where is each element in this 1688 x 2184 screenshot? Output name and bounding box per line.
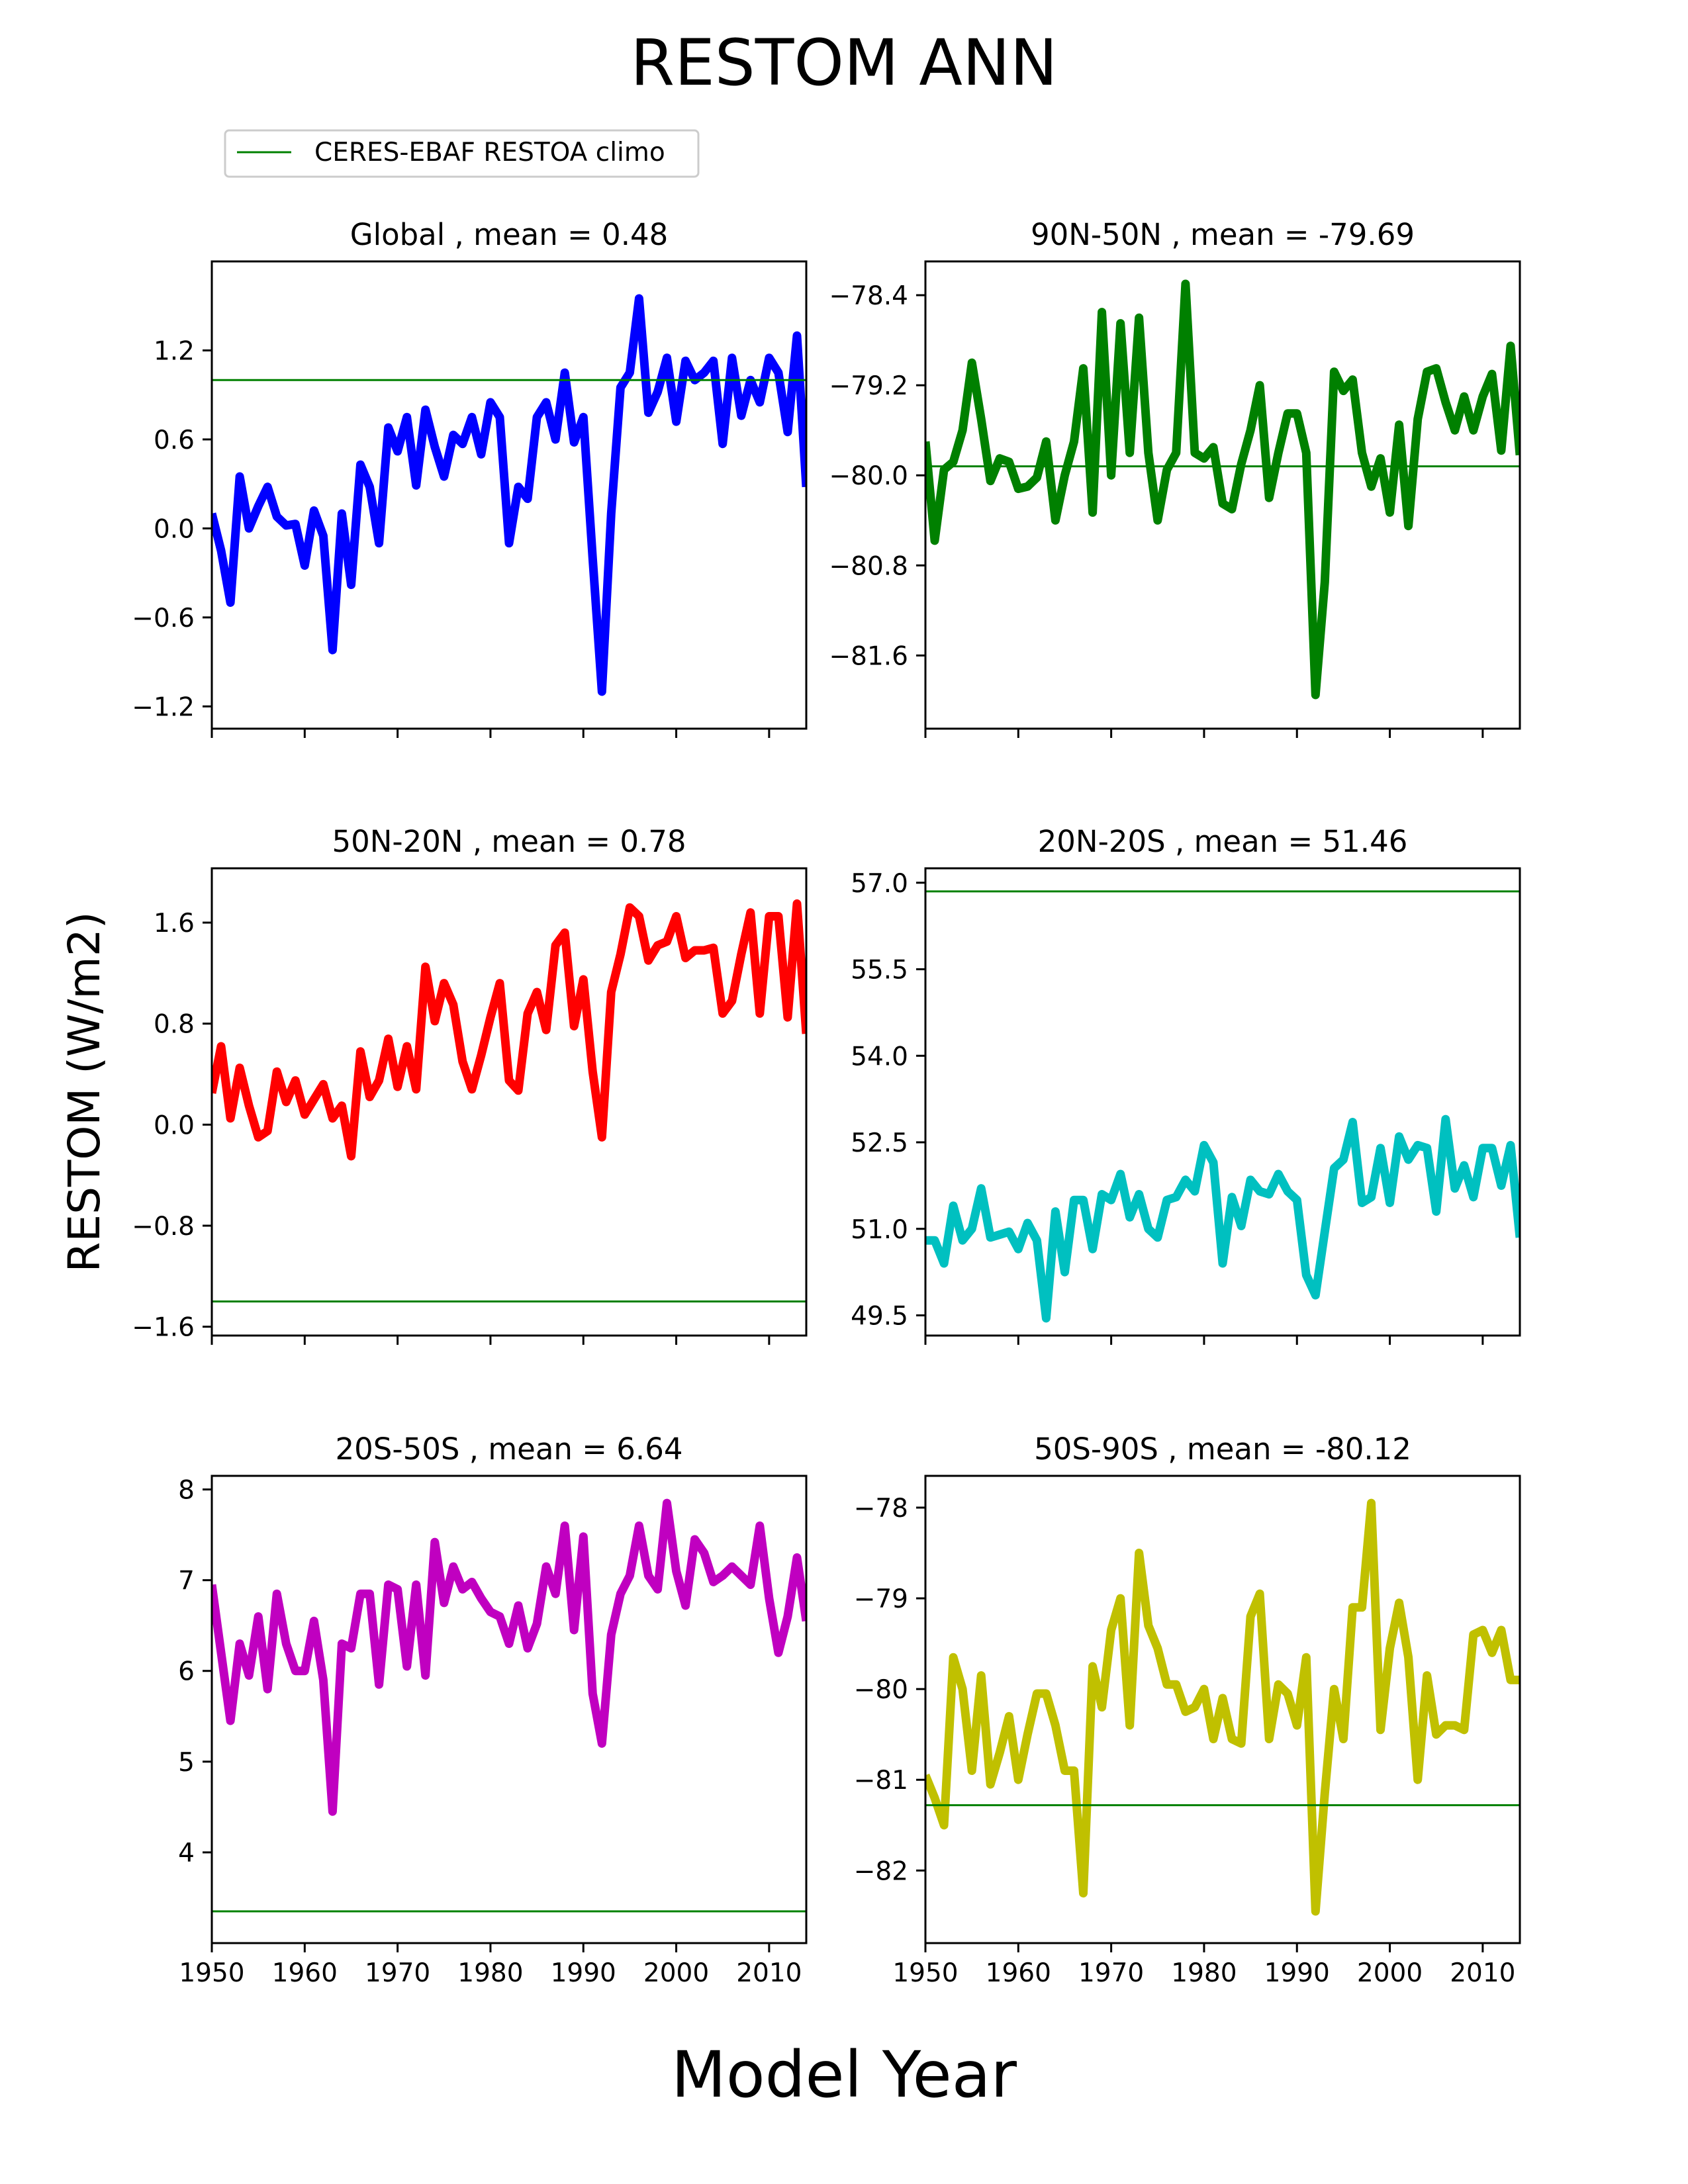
legend: CERES-EBAF RESTOA climo <box>224 129 700 178</box>
y-tick-label: −81.6 <box>829 641 908 671</box>
subplot-1: 90N-50N , mean = -79.69 −81.6 −80.8 −80.0 −7… <box>829 217 1521 738</box>
axes-frame <box>924 867 1521 1337</box>
y-tick-label: −1.2 <box>132 692 195 722</box>
y-tick-label: 5 <box>178 1748 195 1778</box>
subplot-0: Global , mean = 0.48 −1.2 −0.6 0.0 0.6 1.2 <box>132 217 808 738</box>
x-tick-label: 2000 <box>643 1958 709 1988</box>
y-tick-label: −0.6 <box>132 604 195 633</box>
x-tick-label: 1960 <box>272 1958 338 1988</box>
legend-label: CERES-EBAF RESTOA climo <box>314 138 665 167</box>
series-line <box>212 294 806 696</box>
y-tick-label: 0.0 <box>154 1111 195 1140</box>
y-tick-label: −78 <box>854 1494 908 1524</box>
y-tick-label: −78.4 <box>829 281 908 311</box>
x-tick-label: 1960 <box>986 1958 1051 1988</box>
y-tick-label: −79 <box>854 1584 908 1614</box>
y-tick-label: 49.5 <box>851 1301 908 1331</box>
x-tick-label: 1990 <box>1264 1958 1330 1988</box>
series-line <box>925 1498 1520 1916</box>
subplot-5: 50S-90S , mean = -80.12 −82 −81 −80 −79 −78 19… <box>854 1432 1521 1988</box>
axes-frame <box>924 260 1521 730</box>
x-tick-label: 2010 <box>736 1958 802 1988</box>
y-axis-label: RESTOM (W/m2) <box>59 912 110 1273</box>
y-tick-label: 7 <box>178 1567 195 1596</box>
x-tick-label: 1990 <box>551 1958 616 1988</box>
series-line <box>925 1115 1520 1323</box>
x-axis-label: Model Year <box>671 2038 1017 2112</box>
subplot-4: 20S-50S , mean = 6.64 4 5 6 7 8 1950 1960 1970 19… <box>178 1432 808 1988</box>
subplot-title: 20S-50S , mean = 6.64 <box>336 1432 683 1467</box>
subplot-title: 50S-90S , mean = -80.12 <box>1034 1432 1411 1467</box>
y-tick-label: −80.8 <box>829 551 908 581</box>
axes-frame <box>211 867 808 1337</box>
y-tick-label: 0.0 <box>154 514 195 544</box>
x-tick-label: 2000 <box>1357 1958 1423 1988</box>
y-tick-label: −0.8 <box>132 1212 195 1242</box>
y-tick-label: 51.0 <box>851 1215 908 1245</box>
y-tick-label: 0.6 <box>154 426 195 455</box>
y-tick-label: −80 <box>854 1675 908 1705</box>
x-tick-label: 1970 <box>365 1958 430 1988</box>
subplot-title: 50N-20N , mean = 0.78 <box>332 824 686 859</box>
subplot-grid: Global , mean = 0.48 −1.2 −0.6 0.0 0.6 1.2 90N… <box>132 217 1521 1988</box>
figure-title: RESTOM ANN <box>630 26 1057 100</box>
y-tick-label: 6 <box>178 1657 195 1687</box>
series-line <box>925 279 1520 700</box>
series-line <box>212 899 806 1161</box>
y-tick-label: 55.5 <box>851 956 908 985</box>
x-tick-label: 1980 <box>1171 1958 1237 1988</box>
x-tick-label: 1950 <box>892 1958 958 1988</box>
y-tick-label: 0.8 <box>154 1010 195 1040</box>
x-tick-label: 1970 <box>1078 1958 1144 1988</box>
subplot-3: 20N-20S , mean = 51.46 49.5 51.0 52.5 54.0 55… <box>851 824 1521 1345</box>
series-line <box>212 1498 806 1816</box>
x-tick-label: 2010 <box>1450 1958 1515 1988</box>
y-tick-label: −79.2 <box>829 371 908 401</box>
legend-box <box>224 129 700 178</box>
y-tick-label: 4 <box>178 1839 195 1868</box>
y-tick-label: 57.0 <box>851 869 908 899</box>
y-tick-label: 54.0 <box>851 1042 908 1071</box>
axes-frame <box>211 1475 808 1944</box>
y-tick-label: −82 <box>854 1856 908 1886</box>
y-tick-label: 8 <box>178 1476 195 1506</box>
subplot-2: 50N-20N , mean = 0.78 −1.6 −0.8 0.0 0.8 1.6 <box>132 824 808 1345</box>
axes-frame <box>924 1475 1521 1944</box>
axes-frame <box>211 260 808 730</box>
y-tick-label: −1.6 <box>132 1313 195 1343</box>
y-tick-label: −81 <box>854 1766 908 1796</box>
subplot-title: Global , mean = 0.48 <box>350 217 669 252</box>
y-tick-label: 1.6 <box>154 909 195 938</box>
subplot-title: 90N-50N , mean = -79.69 <box>1031 217 1415 252</box>
x-tick-label: 1950 <box>179 1958 244 1988</box>
x-tick-label: 1980 <box>457 1958 523 1988</box>
y-tick-label: 1.2 <box>154 336 195 366</box>
subplot-title: 20N-20S , mean = 51.46 <box>1038 824 1408 859</box>
y-tick-label: −80.0 <box>829 461 908 491</box>
y-tick-label: 52.5 <box>851 1128 908 1158</box>
